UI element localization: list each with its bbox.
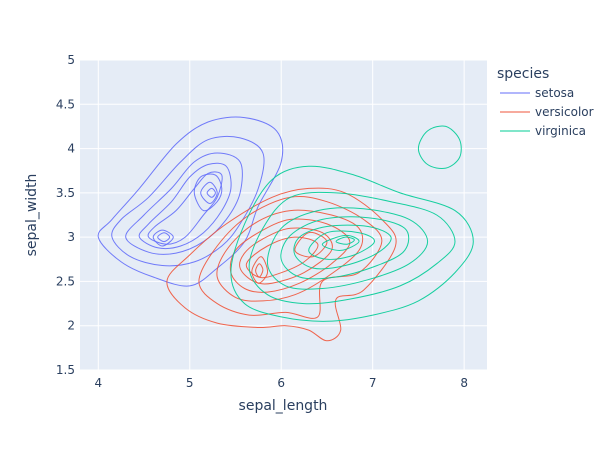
versicolor-contour-line [239, 227, 333, 285]
y-axis-title: sepal_width [24, 174, 40, 257]
virginica-contour-line [293, 224, 392, 270]
x-tick-label: 6 [277, 376, 285, 390]
versicolor-contour-line [198, 196, 383, 319]
virginica-contour-line [417, 125, 462, 169]
legend-label: setosa [535, 86, 574, 100]
versicolor-contour-line [166, 187, 397, 342]
x-axis-ticks: 4 5 6 7 8 [94, 376, 467, 390]
setosa-contour-line [206, 187, 216, 198]
legend-label: versicolor [535, 105, 594, 119]
y-tick-label: 5 [67, 53, 75, 67]
versicolor-contour-line [294, 231, 328, 258]
versicolor-contour-line [251, 256, 269, 284]
versicolor-contour-line [216, 209, 364, 302]
x-tick-label: 7 [369, 376, 377, 390]
series-setosa [97, 116, 284, 287]
series-virginica [230, 125, 474, 322]
plot-background [80, 60, 487, 370]
x-tick-label: 4 [94, 376, 102, 390]
setosa-contour-line [138, 162, 232, 250]
y-tick-label: 2.5 [56, 274, 75, 288]
versicolor-contour-line [229, 218, 351, 293]
virginica-contour-line [321, 234, 360, 251]
setosa-contour-line [97, 116, 284, 287]
x-tick-label: 8 [460, 376, 468, 390]
setosa-contour-line [147, 171, 223, 245]
setosa-contour-line [111, 135, 265, 267]
x-axis-title: sepal_length [239, 398, 328, 414]
y-tick-label: 4.5 [56, 97, 75, 111]
legend-title: species [497, 66, 549, 82]
contour-layer [97, 116, 474, 342]
x-tick-label: 5 [186, 376, 194, 390]
legend-item-setosa[interactable]: setosa [500, 86, 574, 100]
setosa-contour-line [193, 173, 223, 212]
setosa-contour-line [152, 229, 174, 247]
y-axis-ticks: 1.5 2 2.5 3 3.5 4 4.5 5 [56, 53, 75, 377]
virginica-contour-line [266, 207, 429, 290]
setosa-contour-line [157, 232, 171, 243]
virginica-contour-line [230, 165, 474, 322]
legend-item-versicolor[interactable]: versicolor [500, 105, 594, 119]
virginica-contour-line [308, 230, 376, 260]
virginica-contour-line [280, 216, 410, 280]
virginica-contour-line [248, 191, 456, 305]
setosa-contour-line [200, 181, 218, 205]
y-tick-label: 1.5 [56, 363, 75, 377]
setosa-contour-line [125, 152, 243, 255]
gridlines [80, 59, 487, 371]
virginica-contour-line [335, 236, 355, 245]
versicolor-contour-line [255, 263, 264, 278]
legend: species setosa versicolor virginica [497, 66, 594, 138]
y-tick-label: 3.5 [56, 186, 75, 200]
y-tick-label: 4 [67, 142, 75, 156]
series-versicolor [166, 187, 397, 342]
y-tick-label: 3 [67, 230, 75, 244]
y-tick-label: 2 [67, 319, 75, 333]
legend-label: virginica [535, 124, 586, 138]
legend-item-virginica[interactable]: virginica [500, 124, 586, 138]
